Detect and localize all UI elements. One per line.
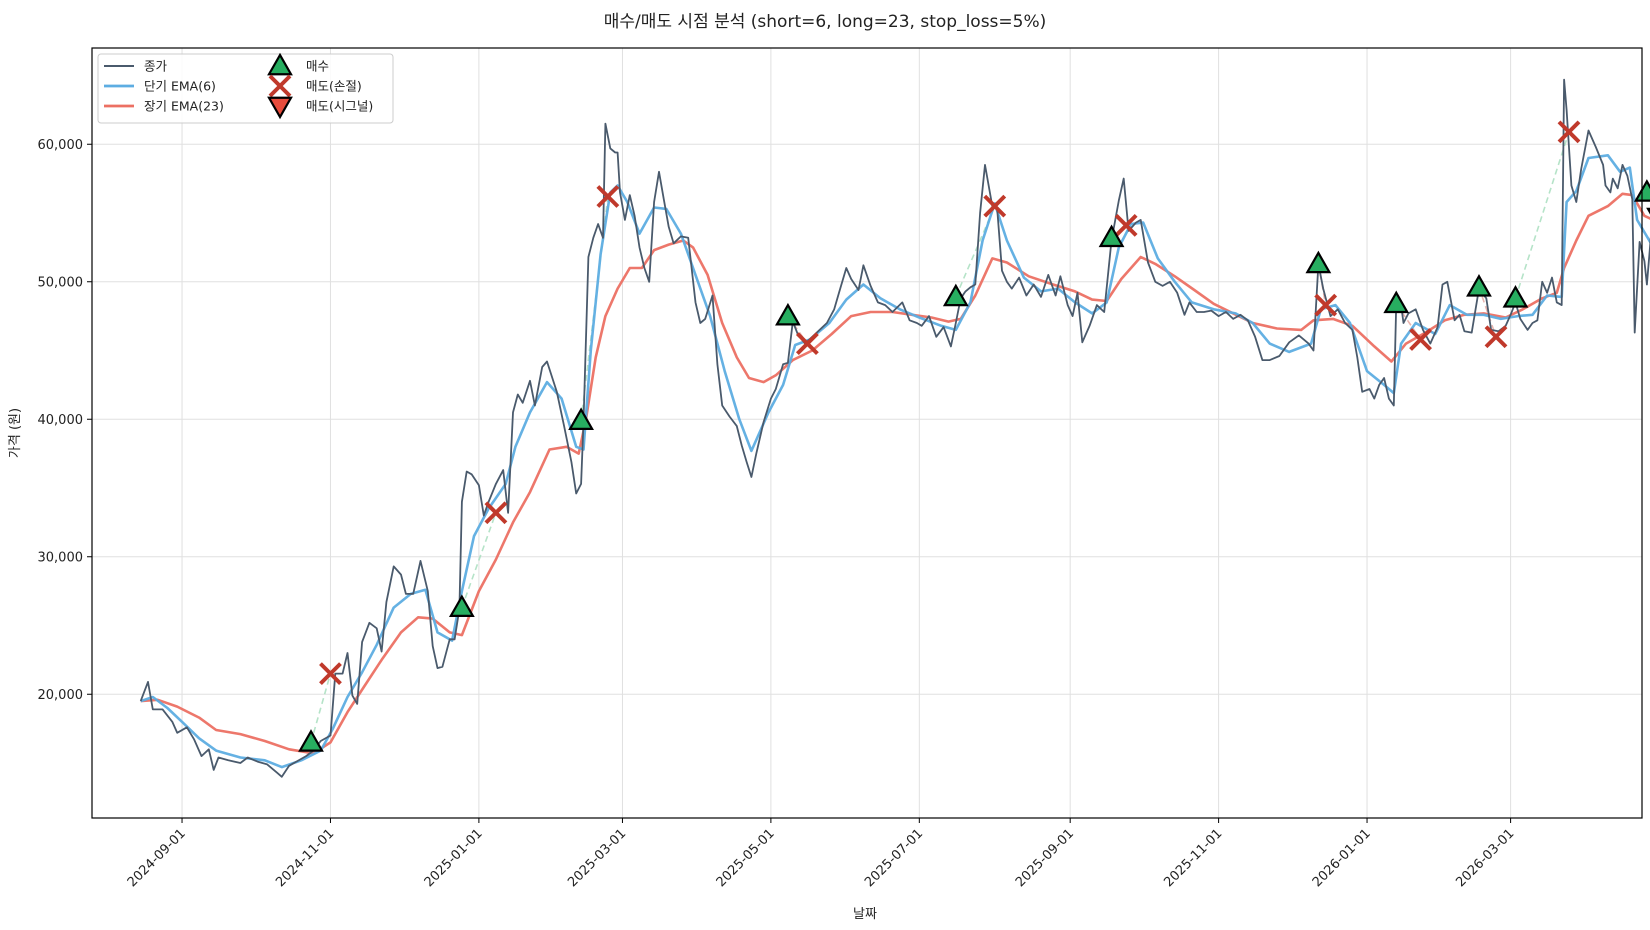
sell-stop-stroke (1314, 293, 1338, 317)
legend-swatch-sell-signal (267, 96, 293, 120)
buy-marker (1098, 224, 1125, 248)
legend-swatch-buy (267, 52, 293, 76)
trade-link-line (1478, 286, 1497, 338)
legend-label-sell_stop: 매도(손절) (306, 79, 362, 94)
x-axis-label: 날짜 (853, 907, 877, 922)
sell-stop-marker (1409, 328, 1432, 351)
y-tick-label: 60,000 (38, 138, 84, 153)
buy-marker (775, 302, 801, 326)
sell-stop-stroke (1484, 325, 1508, 349)
buy-marker (1383, 290, 1410, 314)
chart-title: 매수/매도 시점 분석 (short=6, long=23, stop_loss… (604, 12, 1047, 32)
buy-marker (1466, 274, 1492, 297)
buy-marker (448, 594, 475, 617)
sell-stop-stroke (319, 662, 342, 686)
y-tick-label: 20,000 (38, 688, 84, 703)
buy-marker (298, 729, 324, 752)
series-line-ema_short (140, 154, 1650, 769)
sell-stop-marker (1557, 120, 1581, 144)
plot-area (92, 48, 1642, 818)
buy-marker (568, 407, 594, 430)
legend-label-sell_signal: 매도(시그널) (306, 99, 373, 114)
legend-label-close: 종가 (144, 59, 168, 74)
x-tick-label: 2026-01-01 (1310, 826, 1374, 890)
sell-stop-stroke (1114, 213, 1138, 237)
trade-link-line (1395, 303, 1422, 340)
trade-link-line (310, 673, 332, 743)
legend-label-buy: 매수 (306, 59, 329, 74)
sell-stop-marker (1114, 213, 1138, 237)
legend-label-ema_short: 단기 EMA(6) (144, 79, 216, 94)
trade-markers (298, 120, 1650, 752)
y-tick-label: 50,000 (38, 275, 84, 290)
trade-link-line (1514, 131, 1570, 299)
grid (92, 48, 1642, 818)
x-tick-label: 2025-01-01 (422, 826, 486, 890)
y-tick-label: 40,000 (38, 413, 84, 428)
x-tick-label: 2024-09-01 (125, 826, 189, 890)
sell-stop-marker (484, 501, 508, 525)
buy-marker (942, 283, 969, 307)
legend-label-ema_long: 장기 EMA(23) (144, 99, 224, 114)
sell-stop-stroke (484, 501, 508, 525)
x-tick-label: 2024-11-01 (273, 826, 337, 890)
y-axis: 20,000 30,000 40,000 50,000 60,000 (38, 138, 92, 703)
sell-stop-stroke (268, 74, 292, 98)
sell-stop-stroke (983, 194, 1007, 218)
trade-link-line (461, 512, 497, 608)
buy-marker (1633, 179, 1650, 202)
sell-stop-stroke (1409, 328, 1432, 351)
y-axis-label: 가격 (원) (8, 408, 23, 458)
legend-swatch-sell-stop (268, 74, 292, 98)
sell-stop-marker (1484, 325, 1508, 349)
x-tick-label: 2025-11-01 (1161, 826, 1225, 890)
x-tick-label: 2025-05-01 (714, 826, 778, 890)
x-axis: 2024-09-01 2024-11-01 2025-01-01 2025-03-01… (125, 818, 1517, 890)
buy-marker (1502, 285, 1529, 308)
sell-stop-stroke (795, 332, 819, 356)
sell-stop-stroke (596, 185, 620, 208)
x-tick-label: 2025-03-01 (565, 826, 629, 890)
buy-marker (1305, 250, 1332, 274)
y-tick-label: 30,000 (38, 550, 84, 565)
x-tick-label: 2026-03-01 (1453, 826, 1517, 890)
sell-stop-marker (1314, 293, 1338, 317)
plot-frame (91, 47, 1643, 819)
legend-box (97, 53, 394, 124)
sell-stop-stroke (1557, 120, 1581, 144)
sell-stop-marker (795, 332, 819, 356)
sell-stop-marker (983, 194, 1007, 218)
x-tick-label: 2025-09-01 (1013, 826, 1077, 890)
x-tick-label: 2025-07-01 (862, 826, 926, 890)
sell-stop-marker (319, 662, 342, 686)
sell-stop-marker (596, 185, 620, 208)
